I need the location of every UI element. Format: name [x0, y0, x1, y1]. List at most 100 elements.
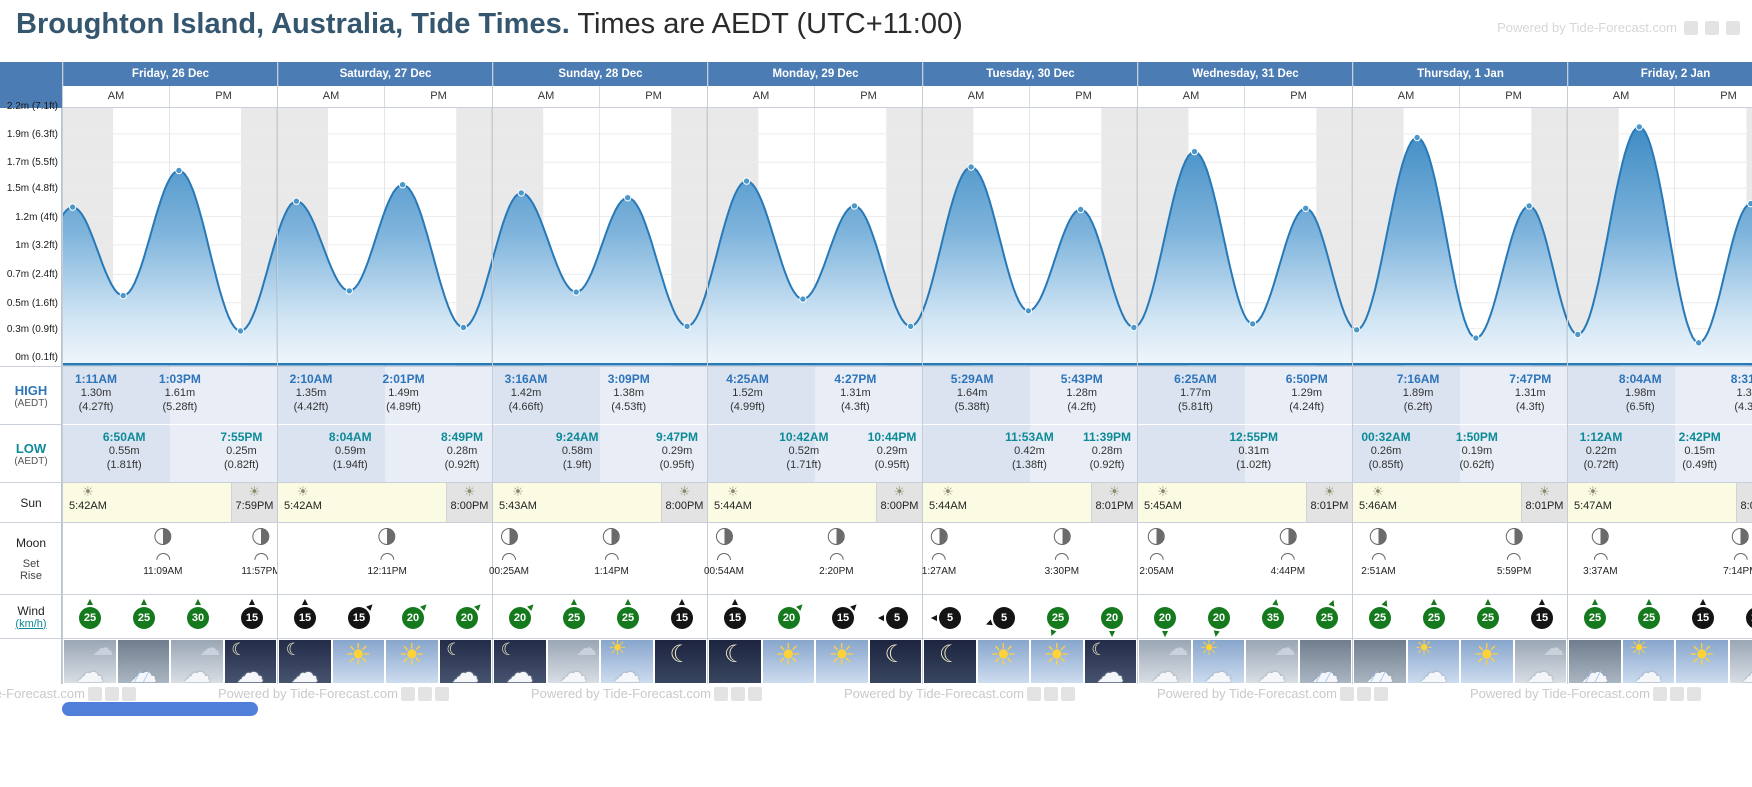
- left-column: 2.2m (7.1ft) 1.9m (6.3ft) 1.7m (5.5ft) 1.5m…: [0, 62, 62, 684]
- watermark-text: Powered by Tide-Forecast.com: [218, 686, 398, 701]
- high-tide-entry: 6:25AM 1.77m (5.81ft): [1174, 372, 1217, 415]
- low-tide-cell: 1:12AM 0.22m (0.72ft) 2:42PM 0.15m (0.49ft): [1568, 424, 1752, 482]
- weather-cell: ☁ ☁ ☀ ☁ ☁ ☁ ☁ ╱╱: [1138, 638, 1352, 684]
- y-axis: 2.2m (7.1ft) 1.9m (6.3ft) 1.7m (5.5ft) 1.5m…: [0, 101, 62, 366]
- wind-speed: 5: [893, 612, 901, 624]
- weather-cell: ☾ ☀ ☀ ☾ ☁: [923, 638, 1137, 684]
- sunrise-time: 5:42AM: [69, 500, 107, 512]
- high-tide-entry: 3:09PM 1.38m (4.53ft): [608, 372, 650, 415]
- wind-speed: 25: [1427, 612, 1441, 624]
- sunset-entry: ☀ 8:01PM: [1522, 486, 1567, 513]
- high-row-label: HIGH (AEDT): [0, 366, 62, 424]
- ampm-row: AM PM: [1353, 86, 1567, 108]
- social-icon: [1356, 686, 1371, 701]
- footer-watermarks: Powered by Tide-Forecast.com Powered by T…: [0, 684, 1752, 708]
- sunset-cell: ☀ 8:00PM: [876, 483, 922, 522]
- tide-height-ft: (5.38ft): [954, 400, 990, 413]
- moon-rise-time: 1:27AM: [921, 566, 957, 577]
- sun-icon: ☀: [1688, 640, 1716, 673]
- sun-label: Sun: [20, 495, 42, 510]
- wind-direction-arrow: ▲: [1161, 630, 1169, 639]
- cloud-icon: ☁: [1634, 656, 1663, 683]
- tide-time: 4:27PM: [834, 372, 877, 386]
- moon-icon: ☾: [884, 640, 907, 668]
- wind-badge: ▲ 25: [617, 598, 639, 629]
- high-tide-entry: 7:47PM 1.31m (4.3ft): [1509, 372, 1551, 415]
- cloud-icon: ☁: [92, 640, 114, 660]
- weather-cell: ☾ ☁ ☁ ☁ ☀ ☁ ☾: [493, 638, 707, 684]
- social-icon: [1373, 686, 1388, 701]
- sun-cell: ☀ 8:01PM ☀ 5:45AM: [1138, 482, 1352, 522]
- high-tide-marker: [967, 163, 975, 171]
- high-tide-marker: [1413, 133, 1421, 142]
- weather-cell: ☾ ☁ ☀ ☀ ☾ ☁: [278, 638, 492, 684]
- wind-speed: 20: [782, 612, 796, 624]
- moon-rise-icon: [502, 553, 516, 560]
- sunrise-icon: ☀: [942, 485, 954, 500]
- sunset-time: 8:01PM: [1310, 500, 1349, 512]
- moon-rise-icon: [1149, 553, 1164, 560]
- wind-speed: 15: [245, 612, 259, 624]
- weather-clear-night-tile: ☾: [709, 640, 761, 683]
- high-tide-marker: [1635, 123, 1644, 131]
- low-tide-marker: [1472, 334, 1480, 342]
- sunset-icon: ☀: [1323, 485, 1336, 500]
- tide-table: Friday, 26 Dec AM PM 1:11AM 1.30m (4.27ft) 1:0…: [0, 62, 1752, 684]
- low-tide-entry: 2:42PM 0.15m (0.49ft): [1679, 430, 1721, 473]
- am-shading: [493, 367, 600, 424]
- sunrise-time: 5:46AM: [1359, 500, 1397, 512]
- moon-phase-icon: [827, 528, 845, 545]
- tide-height-ft: (4.36ft): [1734, 400, 1752, 413]
- wind-speed: 20: [1212, 612, 1226, 624]
- wind-badge: ▲ 5: [983, 607, 1015, 629]
- high-tide-marker: [68, 203, 77, 211]
- moon-rise-entry: 2:51AM: [1361, 528, 1396, 579]
- sunset-entry: ☀ 8:00PM: [877, 486, 922, 513]
- pm-label: PM: [430, 90, 447, 102]
- wind-badge: ▲ 25: [1047, 607, 1069, 639]
- day-column: Monday, 29 Dec AM PM 4:25AM 1.52m (4.99ft) 4:2…: [704, 62, 922, 684]
- moon-set-icon: [604, 553, 619, 560]
- tide-height-m: 0.28m: [446, 445, 478, 457]
- am-shading: [708, 425, 815, 482]
- wind-badge: ▲ 25: [1584, 598, 1606, 629]
- tide-time: 2:01PM: [382, 372, 425, 386]
- social-icon: [1339, 686, 1354, 701]
- set-label: Set: [22, 557, 40, 570]
- wind-unit-link[interactable]: (km/h): [15, 617, 47, 630]
- wind-badge: ▲ 20: [778, 601, 806, 629]
- weather-cloudy-tile: ☁☁: [547, 640, 599, 683]
- day-header: Monday, 29 Dec: [708, 62, 922, 86]
- tide-time: 1:03PM: [158, 372, 201, 386]
- wind-direction-arrow: ▲: [473, 600, 485, 612]
- y-axis-label: 1.2m (4ft): [15, 211, 58, 223]
- wind-badge: ▲ 25: [1638, 598, 1660, 629]
- y-axis-label: 1.9m (6.3ft): [6, 128, 58, 140]
- wind-direction-arrow: ▲: [419, 600, 431, 612]
- cloud-icon: ☁: [612, 656, 641, 683]
- tide-height-ft: (0.95ft): [659, 458, 695, 471]
- wind-badge: ▲ 30: [187, 598, 209, 629]
- moon-rise-icon: [1593, 553, 1608, 560]
- high-tide-cell: 4:25AM 1.52m (4.99ft) 4:27PM 1.31m (4.3ft): [708, 366, 922, 424]
- moon-phase-icon: [500, 528, 518, 545]
- wind-speed: 25: [1320, 612, 1334, 624]
- sunset-time: 7:59PM: [235, 500, 274, 512]
- high-tide-entry: 2:10AM 1.35m (4.42ft): [290, 372, 333, 415]
- sunset-entry: ☀ 8:01PM: [1092, 486, 1137, 513]
- moon-set-entry: 11:09AM: [143, 528, 183, 579]
- weather-sunny-tile: ☀: [816, 640, 868, 683]
- tide-height-m: 0.58m: [561, 445, 593, 457]
- tide-height-m: 0.29m: [661, 445, 693, 457]
- wind-row-label: Wind (km/h): [0, 594, 62, 638]
- sunrise-entry: ☀ 5:42AM: [284, 486, 322, 513]
- moon-cell: 2:05AM 4:44PM: [1138, 522, 1352, 594]
- low-tide-marker: [1024, 307, 1033, 315]
- low-tide-marker: [459, 323, 468, 332]
- y-axis-label: 1.5m (4.8ft): [6, 183, 58, 195]
- moon-phase-icon: [1370, 528, 1388, 545]
- day-column: Wednesday, 31 Dec AM PM 6:25AM 1.77m (5.81ft)…: [1137, 62, 1352, 684]
- horizontal-scrollbar-thumb[interactable]: [62, 702, 258, 716]
- wind-speed: 25: [1481, 612, 1495, 624]
